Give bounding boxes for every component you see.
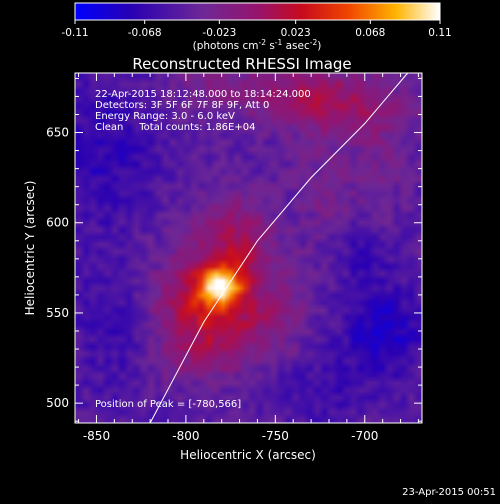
peak-position-label: Position of Peak = [-780,566]	[95, 399, 241, 410]
plot-area: -850 -800 -750 -700 500 550 600 650	[46, 72, 423, 443]
colorbar-frame	[74, 2, 441, 21]
colorbar-tick-label: -0.11	[61, 27, 88, 39]
heatmap-image	[75, 73, 422, 423]
y-tick-label: 650	[46, 126, 69, 140]
annotation-clean-counts: Clean Total counts: 1.86E+04	[95, 122, 255, 133]
colorbar-ticks: -0.11 -0.068 -0.023 0.023 0.068 0.11	[61, 20, 452, 39]
x-tick-label: -850	[83, 429, 110, 443]
annotation-detectors: Detectors: 3F 5F 6F 7F 8F 9F, Att 0	[95, 100, 269, 111]
x-tick-label: -750	[262, 429, 289, 443]
solar-limb-curve	[149, 72, 409, 424]
chart-title: Reconstructed RHESSI Image	[132, 55, 351, 73]
y-axis-label: Heliocentric Y (arcsec)	[23, 181, 37, 316]
colorbar-unit-label: (photons cm-2 s-1 asec-2)	[193, 38, 322, 52]
x-tick-label: -800	[172, 429, 199, 443]
x-tick-label: -700	[351, 429, 378, 443]
axis-ticks: -850 -800 -750 -700 500 550 600 650	[46, 73, 422, 443]
y-tick-label: 600	[46, 216, 69, 230]
annotation-time-range: 22-Apr-2015 18:12:48.000 to 18:14:24.000	[95, 89, 311, 100]
colorbar-gradient	[75, 3, 440, 20]
annotation-energy-range: Energy Range: 3.0 - 6.0 keV	[95, 111, 235, 122]
colorbar: -0.11 -0.068 -0.023 0.023 0.068 0.11 (photons…	[61, 2, 452, 52]
colorbar-tick-label: -0.023	[202, 27, 236, 39]
x-axis-label: Heliocentric X (arcsec)	[180, 448, 316, 462]
y-tick-label: 550	[46, 306, 69, 320]
colorbar-tick-label: 0.023	[281, 27, 311, 39]
colorbar-tick-label: 0.068	[355, 27, 385, 39]
footer-timestamp: 23-Apr-2015 00:51	[402, 487, 496, 498]
plot-frame	[74, 72, 423, 424]
info-annotations: 22-Apr-2015 18:12:48.000 to 18:14:24.000…	[95, 89, 311, 133]
colorbar-tick-label: 0.11	[428, 27, 451, 39]
y-tick-label: 500	[46, 396, 69, 410]
colorbar-tick-label: -0.068	[128, 27, 162, 39]
